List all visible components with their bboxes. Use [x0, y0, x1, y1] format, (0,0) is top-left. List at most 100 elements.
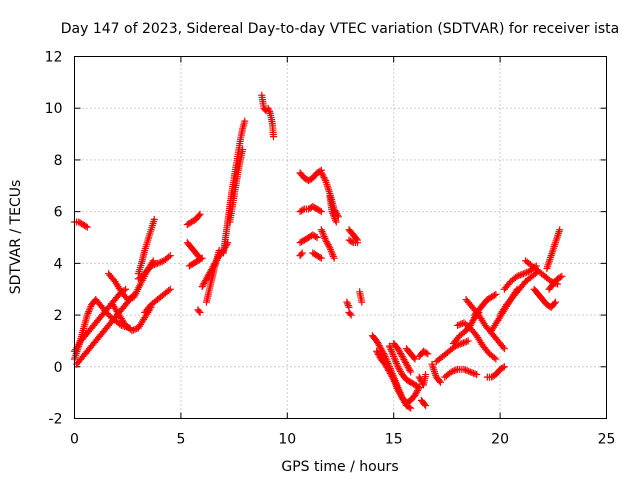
- data-point: [265, 106, 273, 114]
- data-point: [393, 384, 401, 392]
- data-point: [554, 231, 562, 239]
- data-point: [393, 383, 401, 391]
- data-point: [422, 371, 430, 379]
- data-point: [437, 378, 445, 386]
- data-point: [397, 349, 405, 357]
- data-point: [317, 226, 325, 234]
- data-point: [454, 321, 462, 329]
- data-point: [153, 259, 161, 267]
- data-point: [390, 376, 398, 384]
- data-point: [319, 172, 327, 180]
- data-point: [352, 235, 360, 243]
- data-point: [551, 241, 559, 249]
- data-point: [376, 343, 384, 351]
- y-tick-label: 10: [45, 101, 63, 117]
- data-point: [345, 303, 353, 311]
- data-point: [395, 364, 403, 372]
- data-point: [388, 347, 396, 355]
- data-point: [297, 250, 305, 258]
- data-point: [411, 355, 419, 363]
- data-point: [394, 386, 402, 394]
- data-point: [385, 366, 393, 374]
- data-point: [384, 365, 392, 373]
- data-point: [321, 175, 329, 183]
- data-point: [422, 349, 430, 357]
- data-point: [383, 363, 391, 371]
- data-point: [430, 366, 438, 374]
- data-point: [131, 325, 139, 333]
- data-point: [329, 251, 337, 259]
- data-point: [552, 237, 560, 245]
- data-point: [201, 278, 209, 286]
- data-point: [343, 298, 351, 306]
- data-point: [458, 340, 466, 348]
- data-point: [411, 391, 419, 399]
- data-point: [198, 283, 206, 291]
- data-point: [471, 370, 479, 378]
- data-point: [241, 117, 249, 125]
- y-tick-label: 8: [54, 153, 63, 169]
- data-point: [452, 366, 460, 374]
- data-point: [327, 247, 335, 255]
- data-point: [316, 253, 324, 261]
- data-point: [202, 275, 210, 283]
- data-point: [407, 368, 415, 376]
- data-point: [149, 261, 157, 269]
- data-point: [388, 373, 396, 381]
- data-point: [392, 358, 400, 366]
- data-point: [196, 210, 204, 218]
- data-point: [462, 366, 470, 374]
- data-point: [393, 359, 401, 367]
- data-point: [195, 307, 203, 315]
- data-point: [325, 242, 333, 250]
- x-tick-label: 0: [70, 432, 79, 448]
- data-point: [468, 369, 476, 377]
- data-point: [346, 310, 354, 318]
- data-point: [325, 186, 333, 194]
- x-tick-label: 20: [491, 432, 509, 448]
- data-point: [374, 349, 382, 357]
- data-point: [549, 246, 557, 254]
- data-point: [381, 360, 389, 368]
- data-point: [327, 246, 335, 254]
- data-point: [373, 347, 381, 355]
- data-point: [389, 374, 397, 382]
- data-point: [85, 308, 93, 316]
- data-point: [468, 318, 476, 326]
- data-point: [558, 272, 566, 280]
- data-point: [398, 352, 406, 360]
- data-point: [490, 354, 498, 362]
- data-point: [396, 366, 404, 374]
- data-point: [318, 170, 326, 178]
- data-point: [202, 276, 210, 284]
- data-point: [397, 351, 405, 359]
- data-point: [386, 370, 394, 378]
- data-point: [421, 400, 429, 408]
- data-point: [430, 368, 438, 376]
- data-point: [545, 259, 553, 267]
- data-point: [548, 250, 556, 258]
- data-point: [374, 338, 382, 346]
- data-point: [387, 346, 395, 354]
- data-point: [461, 338, 469, 346]
- data-point: [319, 231, 327, 239]
- data-point: [458, 319, 466, 327]
- data-point: [166, 285, 174, 293]
- data-point: [473, 371, 481, 379]
- data-point: [415, 383, 423, 391]
- data-point: [329, 209, 337, 217]
- data-point: [321, 234, 329, 242]
- data-points: [71, 91, 566, 412]
- data-point: [429, 362, 437, 370]
- data-point: [435, 377, 443, 385]
- data-point: [455, 321, 463, 329]
- data-point: [407, 404, 415, 412]
- data-point: [344, 300, 352, 308]
- data-point: [520, 270, 528, 278]
- data-point: [463, 367, 471, 375]
- x-tick-label: 25: [598, 432, 616, 448]
- data-point: [455, 341, 463, 349]
- data-point: [392, 381, 400, 389]
- data-point: [374, 350, 382, 358]
- data-point: [266, 108, 274, 116]
